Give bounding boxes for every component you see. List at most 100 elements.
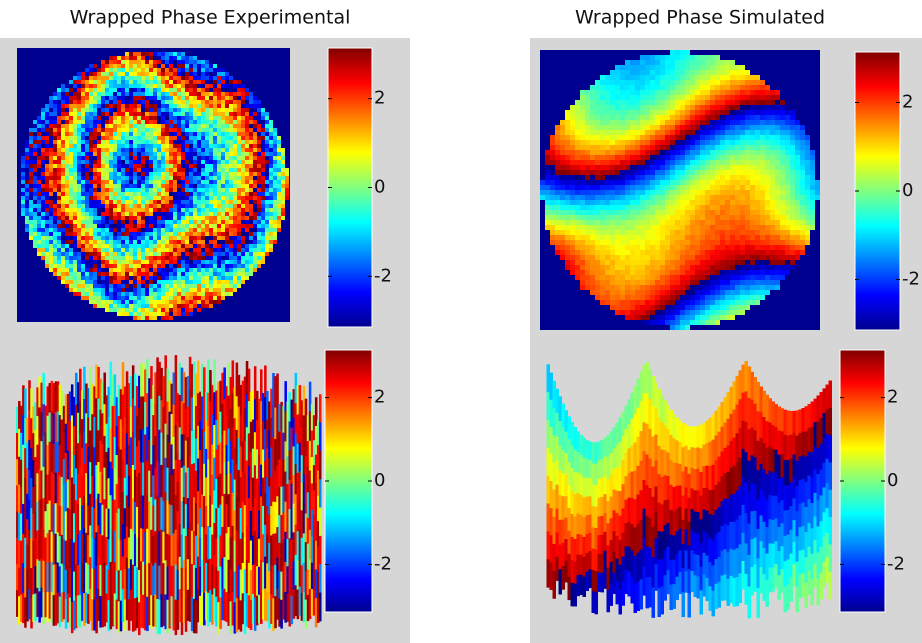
phase-pixel [189, 192, 193, 196]
phase-pixel [209, 212, 213, 216]
phase-pixel [97, 224, 101, 228]
phase-pixel [177, 108, 181, 112]
phase-pixel [53, 264, 57, 268]
phase-pixel [25, 212, 29, 216]
phase-pixel [241, 108, 245, 112]
phase-pixel [181, 240, 185, 244]
phase-pixel [273, 228, 277, 232]
phase-pixel [205, 156, 209, 160]
phase-pixel [65, 96, 69, 100]
phase-pixel [205, 64, 209, 68]
phase-pixel [121, 288, 125, 292]
phase-pixel [680, 85, 685, 90]
phase-pixel [153, 96, 157, 100]
phase-pixel [201, 172, 205, 176]
phase-pixel [201, 260, 205, 264]
phase-pixel [49, 132, 53, 136]
phase-pixel [97, 240, 101, 244]
phase-pixel [57, 212, 61, 216]
phase-pixel [273, 180, 277, 184]
phase-pixel [101, 64, 105, 68]
phase-pixel [77, 164, 81, 168]
phase-pixel [149, 236, 153, 240]
phase-pixel [69, 236, 73, 240]
phase-image [540, 50, 820, 330]
phase-pixel [181, 140, 185, 144]
phase-pixel [101, 236, 105, 240]
phase-pixel [129, 72, 133, 76]
phase-pixel [221, 272, 225, 276]
phase-pixel [157, 88, 161, 92]
phase-pixel [161, 112, 165, 116]
phase-pixel [229, 160, 233, 164]
phase-pixel [165, 292, 169, 296]
phase-pixel [149, 72, 153, 76]
phase-pixel [161, 264, 165, 268]
phase-pixel [53, 100, 57, 104]
phase-pixel [249, 116, 253, 120]
phase-pixel [221, 164, 225, 168]
phase-pixel [129, 128, 133, 132]
phase-pixel [85, 124, 89, 128]
phase-pixel [37, 240, 41, 244]
phase-pixel [121, 292, 125, 296]
phase-pixel [141, 208, 145, 212]
phase-pixel [205, 72, 209, 76]
phase-pixel [65, 180, 69, 184]
phase-pixel [157, 244, 161, 248]
phase-pixel [645, 75, 650, 80]
phase-pixel [189, 284, 193, 288]
phase-pixel [117, 200, 121, 204]
phase-pixel [117, 108, 121, 112]
phase-pixel [205, 232, 209, 236]
phase-pixel [217, 200, 221, 204]
phase-pixel [217, 168, 221, 172]
phase-pixel [213, 236, 217, 240]
phase-pixel [189, 312, 193, 316]
phase-pixel [85, 264, 89, 268]
phase-pixel [249, 144, 253, 148]
phase-pixel [37, 136, 41, 140]
phase-pixel [675, 90, 680, 95]
phase-pixel [89, 216, 93, 220]
phase-pixel [65, 116, 69, 120]
phase-pixel [213, 148, 217, 152]
phase-pixel [125, 252, 129, 256]
phase-pixel [605, 90, 610, 95]
phase-pixel [113, 64, 117, 68]
phase-pixel [133, 208, 137, 212]
phase-pixel [117, 72, 121, 76]
phase-pixel [29, 172, 33, 176]
phase-pixel [217, 264, 221, 268]
phase-pixel [269, 196, 273, 200]
phase-pixel [157, 56, 161, 60]
phase-pixel [225, 220, 229, 224]
phase-pixel [277, 144, 281, 148]
phase-pixel [165, 240, 169, 244]
phase-pixel [165, 272, 169, 276]
phase-pixel [113, 148, 117, 152]
phase-pixel [129, 248, 133, 252]
phase-pixel [205, 152, 209, 156]
phase-pixel [141, 236, 145, 240]
phase-pixel [25, 152, 29, 156]
phase-pixel [265, 196, 269, 200]
phase-pixel [157, 64, 161, 68]
phase-pixel [65, 196, 69, 200]
phase-pixel [105, 268, 109, 272]
phase-pixel [77, 228, 81, 232]
phase-pixel [173, 68, 177, 72]
phase-pixel [177, 180, 181, 184]
phase-pixel [89, 264, 93, 268]
phase-pixel [141, 84, 145, 88]
phase-pixel [281, 148, 285, 152]
phase-pixel [249, 108, 253, 112]
phase-pixel [121, 148, 125, 152]
phase-pixel [45, 168, 49, 172]
phase-pixel [81, 112, 85, 116]
phase-pixel [33, 200, 37, 204]
phase-pixel [615, 65, 620, 70]
phase-pixel [29, 144, 33, 148]
phase-pixel [137, 100, 141, 104]
surface-strip [276, 373, 279, 404]
